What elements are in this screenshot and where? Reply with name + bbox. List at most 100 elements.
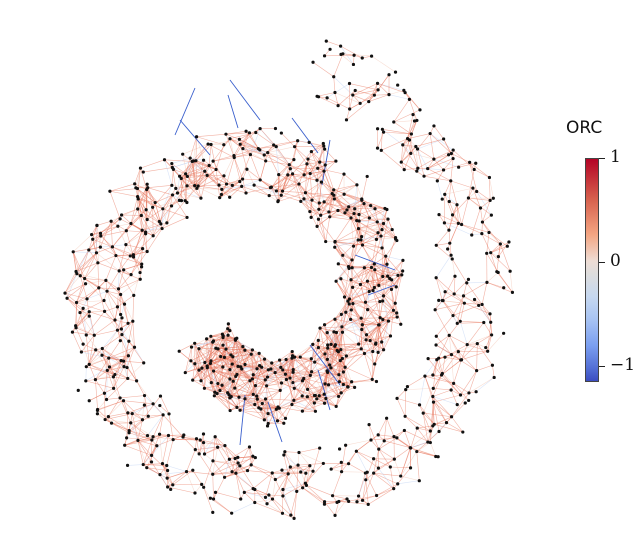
graph-node: [434, 276, 438, 280]
graph-edge: [358, 239, 383, 249]
graph-edge: [393, 430, 405, 437]
graph-edge: [267, 146, 295, 153]
graph-edge: [296, 465, 299, 492]
graph-edge: [193, 136, 197, 162]
graph-node: [290, 402, 294, 407]
graph-node: [402, 168, 406, 172]
graph-node: [322, 144, 326, 148]
graph-edge: [185, 165, 210, 175]
graph-edge: [173, 169, 186, 175]
graph-node: [141, 247, 145, 251]
graph-node: [184, 469, 189, 474]
bridge-edge: [317, 369, 331, 411]
graph-edge: [334, 92, 361, 104]
graph-edge: [319, 318, 336, 329]
graph-edge: [396, 398, 406, 417]
graph-edge: [432, 389, 452, 397]
graph-node: [484, 345, 488, 350]
graph-node: [230, 470, 234, 474]
graph-node: [366, 308, 370, 312]
graph-node: [78, 274, 82, 278]
graph-edge: [333, 76, 336, 93]
graph-edge: [388, 94, 410, 100]
graph-edge: [361, 320, 389, 330]
graph-edge: [85, 366, 110, 382]
graph-edge: [349, 303, 362, 319]
graph-edge: [278, 174, 300, 185]
graph-edge: [356, 451, 379, 469]
graph-edge: [88, 335, 95, 365]
graph-edge: [186, 471, 196, 494]
graph-edge: [312, 344, 316, 363]
graph-node: [142, 403, 147, 407]
graph-node: [452, 292, 456, 296]
graph-edge: [267, 152, 294, 160]
graph-edge: [100, 230, 127, 237]
graph-edge: [327, 347, 344, 373]
graph-edge: [107, 360, 124, 371]
graph-edge: [350, 267, 365, 280]
graph-node: [357, 342, 361, 346]
graph-edge: [235, 354, 252, 377]
graph-node: [70, 330, 75, 334]
graph-edge: [373, 472, 394, 489]
graph-edge: [309, 211, 321, 216]
graph-node: [185, 184, 189, 188]
graph-edge: [365, 291, 370, 303]
graph-node: [505, 244, 509, 248]
graph-node: [310, 198, 314, 202]
graph-node: [357, 212, 361, 217]
graph-node: [374, 237, 379, 241]
graph-edge: [320, 326, 342, 329]
graph-node: [296, 139, 300, 143]
graph-edge: [222, 349, 246, 368]
graph-node: [341, 253, 345, 257]
graph-edge: [66, 298, 81, 313]
graph-node: [218, 196, 222, 200]
graph-node: [390, 227, 394, 232]
graph-node: [300, 379, 305, 383]
graph-node: [178, 174, 182, 178]
graph-edge: [76, 249, 90, 274]
graph-edge: [427, 158, 454, 169]
graph-edge: [362, 472, 368, 501]
graph-edge: [206, 365, 223, 386]
graph-edge: [453, 383, 470, 394]
graph-node: [387, 73, 391, 77]
graph-node: [273, 126, 278, 131]
graph-edge: [483, 322, 492, 336]
graph-edge: [334, 501, 340, 516]
graph-node: [379, 148, 383, 152]
graph-edge: [108, 412, 128, 417]
graph-node: [308, 209, 312, 214]
graph-edge: [117, 330, 129, 356]
graph-node: [316, 346, 320, 350]
graph-edge: [328, 194, 345, 213]
graph-edge: [137, 440, 152, 456]
graph-node: [144, 230, 148, 234]
graph-edge: [311, 181, 322, 201]
graph-edge: [166, 478, 171, 490]
graph-edge: [166, 200, 186, 224]
graph-edge: [365, 302, 381, 318]
graph-node: [74, 269, 78, 274]
bridge-edge: [179, 119, 211, 156]
graph-edge: [229, 350, 246, 370]
graph-node: [349, 216, 353, 220]
graph-node: [119, 312, 123, 317]
graph-edge: [490, 245, 508, 253]
graph-edge: [265, 398, 294, 401]
graph-edge: [100, 246, 117, 256]
graph-node: [201, 158, 206, 162]
graph-edge: [190, 348, 200, 361]
graph-edge: [433, 394, 461, 403]
graph-edge: [350, 303, 354, 320]
graph-node: [236, 455, 240, 459]
graph-edge: [294, 388, 308, 390]
graph-edge: [194, 362, 205, 365]
graph-edge: [133, 272, 141, 296]
graph-edge: [96, 252, 120, 272]
graph-node: [243, 362, 247, 367]
graph-edge: [432, 396, 458, 405]
graph-node: [362, 202, 366, 206]
